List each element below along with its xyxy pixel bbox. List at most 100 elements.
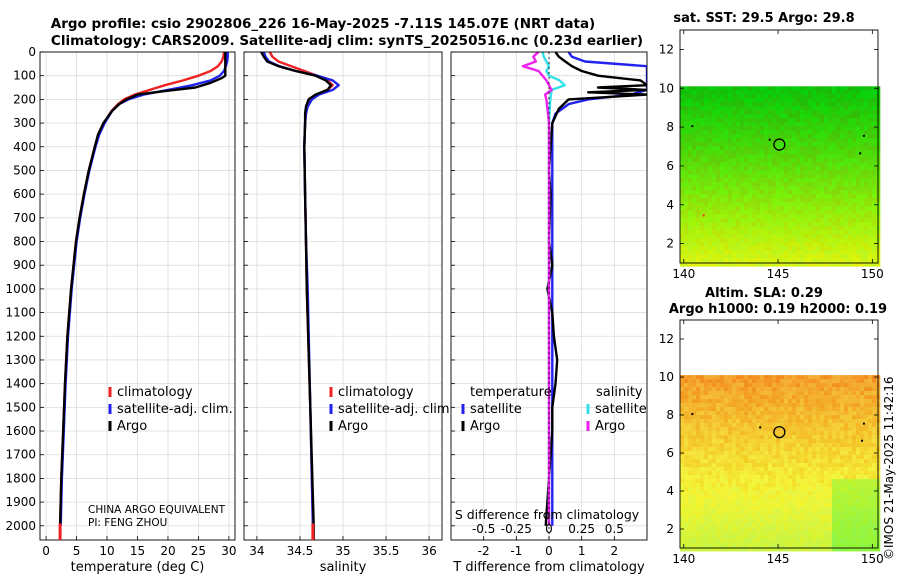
heatmap-cell <box>736 423 741 428</box>
heatmap-cell <box>704 443 709 448</box>
heatmap-cell <box>692 90 697 95</box>
heatmap-cell <box>788 535 793 540</box>
heatmap-cell <box>708 443 713 448</box>
heatmap-cell <box>696 471 701 476</box>
heatmap-cell <box>752 419 757 424</box>
heatmap-cell <box>832 146 837 151</box>
heatmap-cell <box>868 190 873 195</box>
heatmap-cell <box>776 222 781 227</box>
heatmap-cell <box>800 483 805 488</box>
heatmap-cell <box>776 158 781 163</box>
heatmap-cell <box>864 206 869 211</box>
heatmap-cell <box>684 415 689 420</box>
heatmap-cell <box>756 415 761 420</box>
heatmap-cell <box>840 451 845 456</box>
heatmap-cell <box>844 395 849 400</box>
heatmap-cell <box>740 258 745 263</box>
heatmap-cell <box>836 427 841 432</box>
heatmap-cell <box>872 186 877 191</box>
heatmap-cell <box>852 387 857 392</box>
heatmap-cell <box>724 431 729 436</box>
heatmap-cell <box>688 250 693 255</box>
heatmap-cell <box>740 491 745 496</box>
heatmap-cell <box>828 138 833 143</box>
heatmap-cell <box>736 539 741 544</box>
heatmap-cell <box>728 170 733 175</box>
heatmap-cell <box>720 138 725 143</box>
heatmap-cell <box>824 487 829 492</box>
heatmap-cell <box>700 415 705 420</box>
heatmap-cell <box>760 154 765 159</box>
heatmap-cell <box>816 90 821 95</box>
heatmap-cell <box>860 182 865 187</box>
heatmap-cell <box>836 106 841 111</box>
heatmap-cell <box>688 495 693 500</box>
x-tick-label: 34.5 <box>287 544 314 558</box>
heatmap-cell <box>756 459 761 464</box>
heatmap-cell <box>856 170 861 175</box>
heatmap-cell <box>832 395 837 400</box>
heatmap-cell <box>824 194 829 199</box>
heatmap-cell <box>708 531 713 536</box>
heatmap-cell <box>720 431 725 436</box>
heatmap-cell <box>872 198 877 203</box>
heatmap-cell <box>756 158 761 163</box>
heatmap-cell <box>684 114 689 119</box>
heatmap-cell <box>700 158 705 163</box>
heatmap-cell <box>740 471 745 476</box>
heatmap-cell <box>828 242 833 247</box>
heatmap-cell <box>716 423 721 428</box>
heatmap-cell <box>764 250 769 255</box>
heatmap-cell <box>712 403 717 408</box>
heatmap-cell <box>776 475 781 480</box>
heatmap-cell <box>852 483 857 488</box>
heatmap-cell <box>860 250 865 255</box>
heatmap-cell <box>724 519 729 524</box>
heatmap-cell <box>808 226 813 231</box>
heatmap-cell <box>844 419 849 424</box>
x-tick-label: 2 <box>611 544 619 558</box>
heatmap-cell <box>744 451 749 456</box>
heatmap-cell <box>860 118 865 123</box>
heatmap-cell <box>692 174 697 179</box>
heatmap-cell <box>780 547 785 552</box>
heatmap-cell <box>860 238 865 243</box>
heatmap-cell <box>740 114 745 119</box>
heatmap-cell <box>716 114 721 119</box>
heatmap-cell <box>712 262 717 267</box>
heatmap-cell <box>772 118 777 123</box>
heatmap-cell <box>756 499 761 504</box>
heatmap-cell <box>744 487 749 492</box>
heatmap-cell <box>720 238 725 243</box>
heatmap-cell <box>700 507 705 512</box>
map-y-tick-label: 2 <box>666 522 674 536</box>
heatmap-cell <box>828 194 833 199</box>
heatmap-cell <box>684 170 689 175</box>
heatmap-cell <box>828 134 833 139</box>
heatmap-cell <box>872 471 877 476</box>
heatmap-cell <box>844 531 849 536</box>
heatmap-cell <box>836 459 841 464</box>
heatmap-cell <box>808 126 813 131</box>
heatmap-cell <box>860 375 865 380</box>
legend-satellite-label: satellite-adj. clim. <box>338 402 454 417</box>
heatmap-cell <box>688 447 693 452</box>
heatmap-cell <box>796 451 801 456</box>
heatmap-cell <box>716 475 721 480</box>
heatmap-cell <box>816 419 821 424</box>
heatmap-cell <box>836 463 841 468</box>
heatmap-cell <box>800 158 805 163</box>
heatmap-cell <box>744 447 749 452</box>
heatmap-cell <box>788 190 793 195</box>
heatmap-cell <box>824 403 829 408</box>
heatmap-cell <box>824 399 829 404</box>
heatmap-cell <box>808 134 813 139</box>
heatmap-cell <box>716 262 721 267</box>
heatmap-cell <box>680 230 685 235</box>
heatmap-cell <box>848 499 853 504</box>
heatmap-cell <box>752 234 757 239</box>
heatmap-cell <box>768 258 773 263</box>
heatmap-cell <box>708 242 713 247</box>
heatmap-cell <box>868 391 873 396</box>
heatmap-cell <box>828 471 833 476</box>
